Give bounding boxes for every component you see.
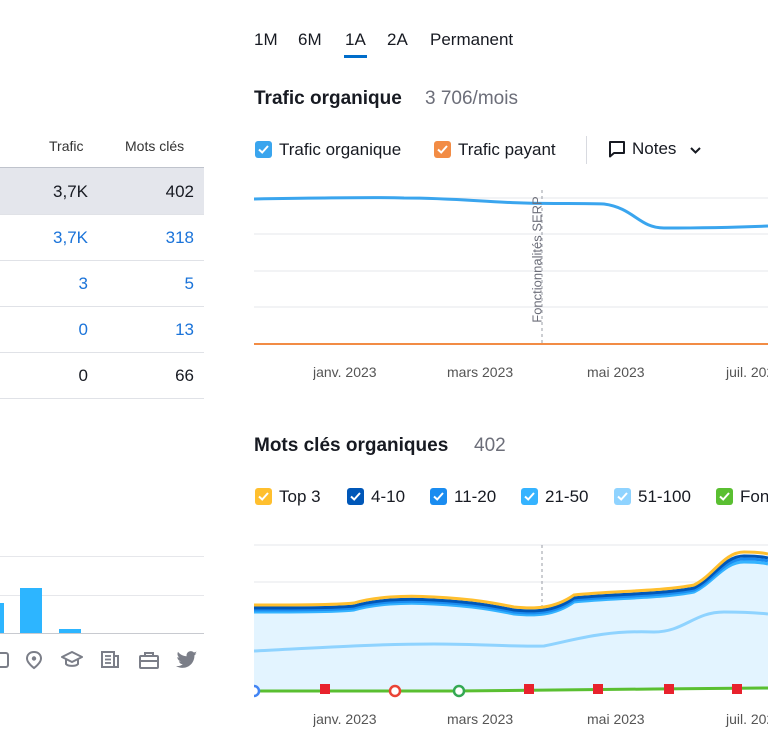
traffic-cell[interactable]: 3,7K (53, 228, 88, 247)
briefcase-icon[interactable] (138, 650, 159, 670)
table-header-keywords: Mots clés (125, 138, 185, 154)
x-label: janv. 2023 (313, 364, 377, 380)
pos-51-100-checkbox[interactable] (614, 488, 631, 505)
bar (0, 603, 4, 633)
period-tab-permanent[interactable]: Permanent (430, 30, 514, 49)
keywords-cell: 402 (165, 182, 194, 201)
google-update-icon (254, 684, 261, 698)
keywords-cell: 66 (175, 366, 194, 385)
google-update-icon (452, 684, 466, 698)
keywords-cell[interactable]: 318 (165, 228, 194, 247)
x-label: mai 2023 (587, 364, 645, 380)
bar (59, 629, 81, 633)
organic-traffic-legend-label[interactable]: Trafic organique (279, 140, 402, 159)
table-row[interactable]: 3 5 (0, 260, 204, 307)
bar-chart-gridline (0, 595, 204, 596)
x-label: janv. 2023 (313, 711, 377, 727)
table-row[interactable]: 0 66 (0, 352, 204, 399)
paid-traffic-legend-label[interactable]: Trafic payant (458, 140, 556, 159)
top3-line (254, 550, 768, 610)
notes-button[interactable]: Notes (607, 137, 707, 163)
traffic-cell: 3,7K (53, 182, 88, 201)
graduation-icon[interactable] (61, 650, 83, 670)
pos-21-50-legend-label[interactable]: 21-50 (545, 487, 589, 506)
serp-features-checkbox[interactable] (716, 488, 733, 505)
notes-label: Notes (632, 139, 677, 158)
keywords-cell[interactable]: 5 (184, 274, 194, 293)
4-10-line (254, 554, 768, 613)
active-period-underline (344, 55, 367, 58)
organic-traffic-checkbox[interactable] (255, 141, 272, 158)
period-tab-1a[interactable]: 1A (345, 30, 366, 49)
flag-marker (593, 684, 603, 694)
pos-21-50-checkbox[interactable] (521, 488, 538, 505)
bar-chart-baseline (0, 633, 204, 634)
traffic-cell[interactable]: 3 (78, 274, 88, 293)
organic-keywords-title: Mots clés organiques (254, 435, 449, 456)
table-row[interactable]: 3,7K 402 (0, 167, 204, 215)
period-tab-2a[interactable]: 2A (387, 30, 408, 49)
notes-icon (609, 141, 625, 158)
pos-51-100-legend-label[interactable]: 51-100 (638, 487, 691, 506)
table-row[interactable]: 0 13 (0, 306, 204, 353)
x-label: mars 2023 (447, 711, 513, 727)
pos-4-10-legend-label[interactable]: 4-10 (371, 487, 406, 506)
table-header-traffic: Trafic (49, 138, 84, 154)
organic-traffic-chart (254, 190, 768, 345)
twitter-icon[interactable] (176, 650, 198, 670)
legend-divider (586, 136, 587, 164)
bar (20, 588, 42, 633)
serp-annotation: Fonctionnalités SERP (529, 196, 545, 323)
x-label: juil. 2023 (726, 364, 768, 380)
period-tab-6m[interactable]: 6M (298, 30, 322, 49)
51-100-line (254, 610, 768, 653)
traffic-cell[interactable]: 0 (78, 320, 88, 339)
table-row[interactable]: 3,7K 318 (0, 214, 204, 261)
bar-chart-gridline (0, 556, 204, 557)
period-tab-1m[interactable]: 1M (254, 30, 278, 49)
area-fill (254, 554, 768, 690)
serp-features-legend-label[interactable]: Fonctionnalités SERP (740, 487, 768, 506)
google-update-icon (388, 684, 402, 698)
organic-traffic-title: Trafic organique (254, 88, 402, 109)
news-icon[interactable] (100, 650, 120, 670)
organic-traffic-value: 3 706/mois (425, 88, 518, 109)
x-label: juil. 2023 (726, 711, 768, 727)
organic-keywords-value: 402 (474, 435, 506, 456)
flag-marker (524, 684, 534, 694)
11-20-line (254, 557, 768, 615)
traffic-cell: 0 (78, 366, 88, 385)
keywords-cell[interactable]: 13 (175, 320, 194, 339)
serp-features-line (254, 686, 768, 693)
21-50-line (254, 560, 768, 617)
organic-keywords-chart (254, 544, 768, 698)
pos-4-10-checkbox[interactable] (347, 488, 364, 505)
flag-marker (320, 684, 330, 694)
flag-marker (732, 684, 742, 694)
paid-traffic-checkbox[interactable] (434, 141, 451, 158)
flag-marker (664, 684, 674, 694)
location-icon[interactable] (24, 650, 44, 670)
chevron-down-icon (690, 147, 701, 154)
x-label: mai 2023 (587, 711, 645, 727)
organic-traffic-line (254, 196, 768, 230)
image-icon[interactable] (0, 650, 12, 670)
top3-checkbox[interactable] (255, 488, 272, 505)
x-label: mars 2023 (447, 364, 513, 380)
top3-legend-label[interactable]: Top 3 (279, 487, 321, 506)
pos-11-20-legend-label[interactable]: 11-20 (454, 487, 497, 506)
pos-11-20-checkbox[interactable] (430, 488, 447, 505)
